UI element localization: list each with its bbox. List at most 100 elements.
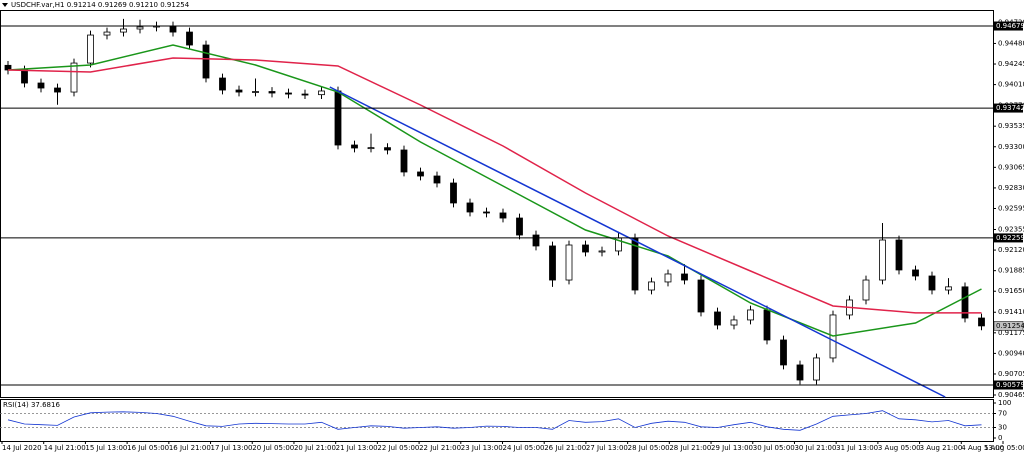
y-tick-label: 0.94245 (998, 60, 1024, 68)
candle-body (87, 34, 94, 64)
candle-body (681, 273, 688, 281)
candle-body (252, 91, 259, 93)
y-tick-label: 0.90705 (998, 370, 1024, 378)
candle-body (466, 202, 474, 213)
candle-body (433, 175, 441, 184)
candle-body (169, 25, 177, 33)
candle-body (648, 281, 655, 291)
candle-body (565, 244, 573, 281)
candle-body (945, 286, 952, 291)
y-tick-label: 0.91175 (998, 329, 1024, 337)
level-label-box (994, 103, 1023, 113)
candle-body (417, 171, 424, 177)
level-label: 0.94679 (996, 22, 1024, 30)
candle-body (862, 279, 870, 301)
x-tick-label: 22 Jul 05:00 (377, 444, 419, 452)
candle-body (747, 309, 754, 321)
candle-body (400, 149, 408, 173)
rsi-tick-label: 100 (998, 399, 1011, 407)
candle-body (813, 357, 820, 381)
candle-body (120, 28, 127, 33)
candle-body (351, 144, 358, 149)
x-tick-label: 5 Aug 05:00 (984, 444, 1024, 452)
x-tick-label: 17 Jul 13:00 (211, 444, 253, 452)
x-tick-label: 20 Jul 05:00 (252, 444, 294, 452)
x-tick-label: 29 Jul 13:00 (711, 444, 753, 452)
level-label-box (994, 233, 1023, 243)
candle-body (532, 234, 540, 247)
y-tick-label: 0.92355 (998, 226, 1024, 234)
candle-body (450, 182, 457, 204)
x-tick-label: 4 Aug 13:00 (961, 444, 1004, 452)
symbol-menu-arrow[interactable] (2, 3, 8, 7)
x-tick-label: 27 Jul 13:00 (586, 444, 628, 452)
candle-body (796, 364, 804, 381)
rsi-tick-label: 70 (998, 410, 1007, 418)
candle-body (961, 286, 969, 319)
candle-body (730, 319, 738, 326)
candle-body (186, 31, 193, 46)
candle-body (879, 239, 886, 281)
x-tick-label: 31 Jul 13:00 (836, 444, 878, 452)
y-tick-label: 0.91885 (998, 267, 1024, 275)
x-tick-label: 16 Jul 21:00 (169, 444, 211, 452)
level-label-box (994, 21, 1023, 31)
x-tick-label: 30 Jul 05:00 (753, 444, 795, 452)
level-label-box (994, 380, 1023, 390)
x-tick-label: 28 Jul 05:00 (628, 444, 670, 452)
candle-body (318, 90, 325, 96)
candle-body (103, 31, 111, 36)
candle-body (136, 26, 144, 30)
last-price-box (993, 321, 1024, 331)
candle-body (549, 245, 556, 281)
x-tick-label: 15 Jul 13:00 (85, 444, 127, 452)
x-tick-label: 23 Jul 13:00 (461, 444, 503, 452)
y-tick-label: 0.90465 (998, 391, 1024, 399)
rsi-line (7, 410, 982, 431)
level-label: 0.90579 (996, 381, 1024, 389)
x-tick-label: 14 Jul 2020 (2, 444, 42, 452)
rsi-tick-label: 30 (998, 424, 1007, 432)
x-tick-label: 3 Aug 21:00 (920, 444, 963, 452)
candle-body (70, 62, 78, 93)
candle-body (367, 147, 375, 150)
x-tick-label: 30 Jul 21:00 (794, 444, 836, 452)
rsi-title: RSI(14) 37.6816 (3, 401, 60, 409)
last-price-label: 0.91254 (996, 322, 1024, 330)
candle-body (780, 339, 787, 366)
candle-body (483, 211, 490, 214)
x-tick-label: 28 Jul 21:00 (669, 444, 711, 452)
level-label: 0.93742 (996, 104, 1024, 112)
y-tick-label: 0.93535 (998, 122, 1024, 130)
candle-body (334, 90, 342, 146)
level-label: 0.92259 (996, 234, 1024, 242)
x-tick-label: 3 Aug 05:00 (878, 444, 921, 452)
chart-title: USDCHF.var,H1 0.91214 0.91269 0.91210 0.… (11, 1, 190, 9)
candle-body (384, 147, 391, 151)
x-tick-label: 24 Jul 05:00 (503, 444, 545, 452)
x-tick-label: 16 Jul 05:00 (127, 444, 169, 452)
candle-body (499, 212, 507, 219)
y-tick-label: 0.93065 (998, 163, 1024, 171)
candle-body (895, 239, 903, 271)
x-tick-label: 14 Jul 21:00 (44, 444, 86, 452)
candle-body (516, 217, 523, 236)
candle-body (37, 82, 45, 89)
x-tick-label: 22 Jul 21:00 (419, 444, 461, 452)
candle-body (268, 91, 276, 94)
candle-body (21, 69, 28, 84)
moving-average (7, 44, 982, 337)
x-tick-label: 26 Jul 21:00 (544, 444, 586, 452)
x-tick-label: 21 Jul 13:00 (336, 444, 378, 452)
candle-body (285, 92, 292, 95)
candle-body (582, 244, 589, 253)
trendline (329, 86, 946, 398)
